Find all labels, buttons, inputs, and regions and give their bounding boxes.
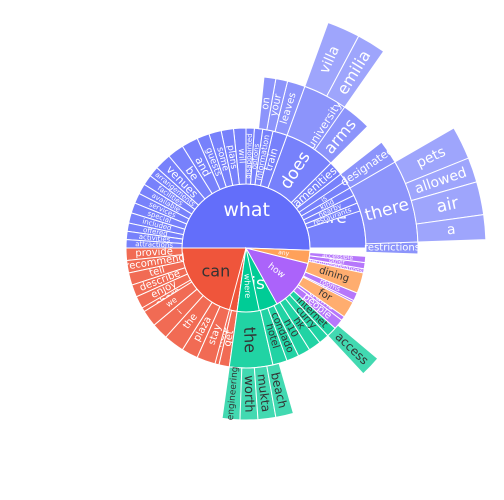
sunburst-segment-engineering[interactable] <box>221 366 243 421</box>
sunburst-segment-the[interactable] <box>164 294 213 351</box>
sunburst-segment-dining[interactable] <box>304 260 364 294</box>
sunburst-segment-accessible[interactable] <box>308 251 367 264</box>
sunburst-segment-on[interactable] <box>257 76 277 131</box>
sunburst-segment-designated[interactable] <box>339 141 396 189</box>
sunburst-segment-beach[interactable] <box>266 362 295 418</box>
sunburst-segment-restrictions[interactable] <box>365 241 419 255</box>
sunburst-segment-we[interactable] <box>143 281 198 326</box>
sunburst-segment-a[interactable] <box>415 214 487 243</box>
sunburst-segment-stay[interactable] <box>196 305 231 365</box>
sunburst-segment-pets[interactable] <box>394 127 470 185</box>
sunburst-segment-arms[interactable] <box>314 106 369 164</box>
sunburst-segment-villa[interactable] <box>304 21 360 97</box>
sunburst-segment-access[interactable] <box>327 324 379 375</box>
sunburst-segment-for[interactable] <box>297 276 354 318</box>
sunburst-segment-emilia[interactable] <box>326 35 385 108</box>
sunburst-segment-amenities[interactable] <box>290 162 342 210</box>
sunburst-segment-air[interactable] <box>410 181 485 225</box>
sunburst-segment-allowed[interactable] <box>404 157 478 202</box>
sunburst-segment-i[interactable] <box>153 288 204 338</box>
